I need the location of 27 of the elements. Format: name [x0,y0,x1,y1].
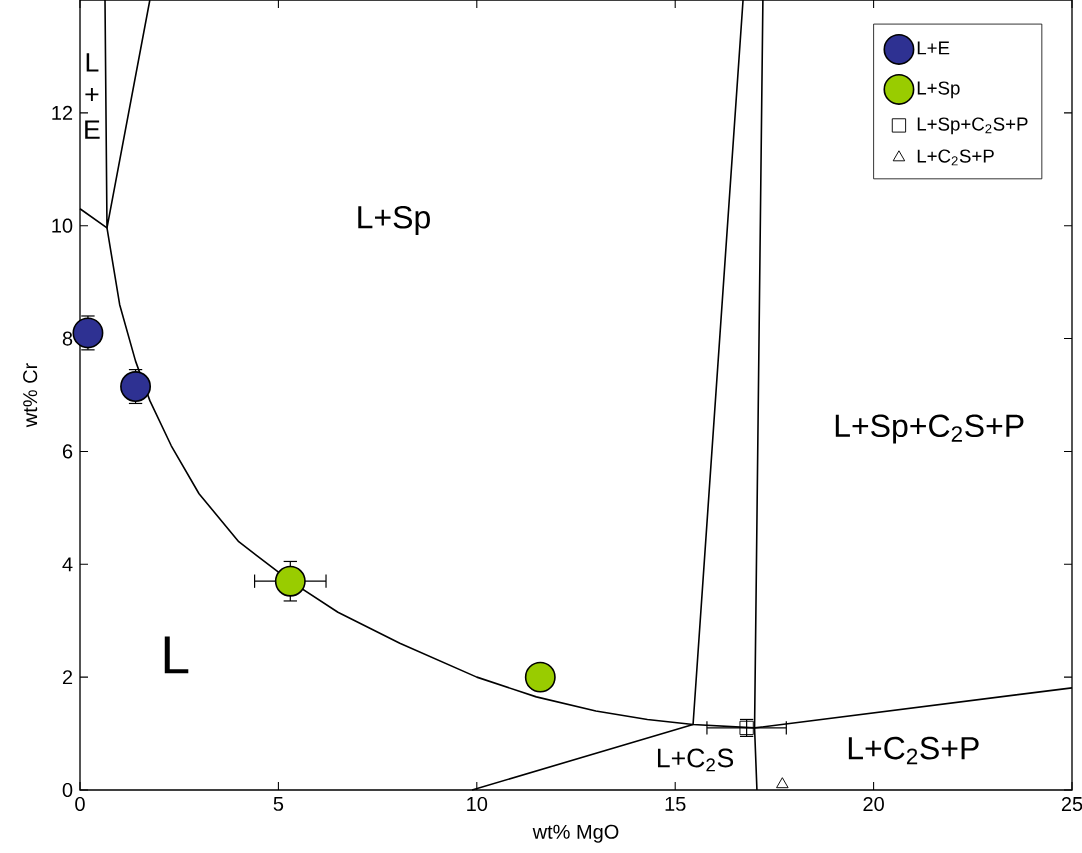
annotation: L+Sp+C$_{2}$S+P [835,414,1024,444]
y-tick-label: 8 [62,331,73,346]
y-tick-label: 6 [62,444,73,459]
annotation: L [164,636,189,674]
x-tick-label: 10 [467,796,488,812]
legend-label: L+Sp+C$_{2}$S+P [917,117,1028,135]
x-tick-label: 5 [273,796,284,811]
annotation: + [85,87,99,101]
y-tick-label: 12 [52,105,73,120]
y-tick-label: 2 [62,670,73,685]
annotation: L+C$_{2}$S+P [848,736,979,765]
x-axis-title: wt% MgO [532,824,619,843]
y-axis-title: wt% Cr [23,363,38,428]
x-tick-label: 0 [75,796,85,812]
y-tick-label: 4 [62,557,73,572]
legend-label: L+C$_{2}$S+P [917,149,994,166]
x-tick-label: 20 [863,796,884,812]
x-tick-label: 15 [665,796,686,811]
legend-label: L+Sp [917,81,960,99]
y-tick-label: 0 [62,782,73,798]
y-tick-label: 10 [52,218,73,233]
annotation: L+C$_{2}$S [657,748,734,772]
annotation: L [86,53,99,72]
annotation: L+Sp [358,205,430,235]
annotation: E [85,120,100,139]
x-tick-label: 25 [1061,796,1082,812]
legend-label: L+E [917,41,950,55]
